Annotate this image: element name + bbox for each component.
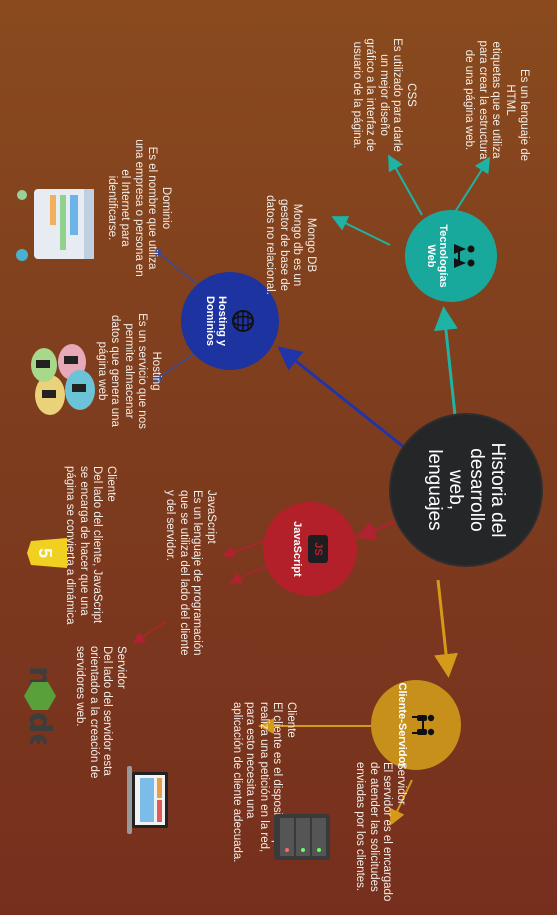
server-rack-icon [274, 814, 330, 860]
arrow-cs-to-server [389, 779, 413, 826]
arrow-hosting-to-hosting [152, 349, 201, 382]
mongo-text: Mongo DB Mongo db es un gestor de base d… [264, 195, 318, 295]
arrow-web-to-html [454, 156, 491, 213]
arrow-hosting-to-dominio [152, 248, 199, 286]
main-node[interactable]: Historia del desarrollo web, lenguajes [391, 415, 541, 565]
arrow-main-to-js [355, 520, 396, 540]
web-tech-title: Tecnologías Web [425, 224, 450, 288]
js-badge-icon: JS [308, 535, 329, 563]
dominio-text: Dominio Es el nombre que utiliza una emp… [106, 139, 172, 277]
cs-server-text: Servidor El servidor es el encargado de … [354, 762, 408, 902]
arrow-js-to-server [132, 621, 166, 644]
javascript-title: JavaScript [291, 521, 304, 577]
html-description: HTML etiquetas que se utiliza para crear… [463, 40, 517, 160]
hosting-title: Hosting y Dominios [204, 295, 229, 347]
svg-text:5: 5 [35, 548, 55, 558]
html-intro-text: Es un lenguaje de [518, 68, 530, 162]
js-server-text: Servidor Del lado del servidor esta orie… [74, 646, 128, 779]
arrow-main-to-cs [434, 579, 458, 678]
arrow-js-to-client [229, 564, 269, 584]
people-icon [454, 244, 475, 268]
arrow-js-to-desc [222, 539, 269, 558]
svg-text:de: de [22, 712, 57, 744]
browser-window-icon [16, 189, 94, 261]
web-tech-node[interactable]: Tecnologías Web [405, 210, 497, 302]
arrow-main-to-hosting [277, 346, 406, 450]
js-file-icon: 5 [27, 538, 67, 568]
main-title: Historia del desarrollo web, lenguajes [424, 442, 508, 538]
css-text: CSS Es utilizado para darle un mejor dis… [351, 38, 417, 152]
arrow-web-to-css [388, 154, 423, 216]
handshake-people-icon [412, 714, 435, 736]
nodejs-logo-icon: n de [22, 666, 57, 744]
js-text: JavaScript Es un lenguaje de programació… [164, 490, 218, 656]
arrow-web-to-mongo [331, 216, 391, 246]
svg-text:n: n [22, 666, 57, 687]
laptop-icon [127, 766, 168, 834]
hosting-text: Hosting Es un servicio que nos permite a… [96, 313, 162, 429]
hosting-node[interactable]: Hosting y Dominios [181, 272, 279, 370]
js-client-text: Cliente Del lado del cliente, JavaScript… [64, 466, 118, 625]
client-server-title: Cliente-Servidor [396, 682, 409, 768]
javascript-node[interactable]: JS JavaScript [263, 502, 357, 596]
globe-icon [232, 310, 255, 332]
arrow-main-to-web [433, 306, 458, 416]
client-server-node[interactable]: Cliente-Servidor [371, 680, 461, 770]
cloud-servers-icon [31, 344, 95, 415]
